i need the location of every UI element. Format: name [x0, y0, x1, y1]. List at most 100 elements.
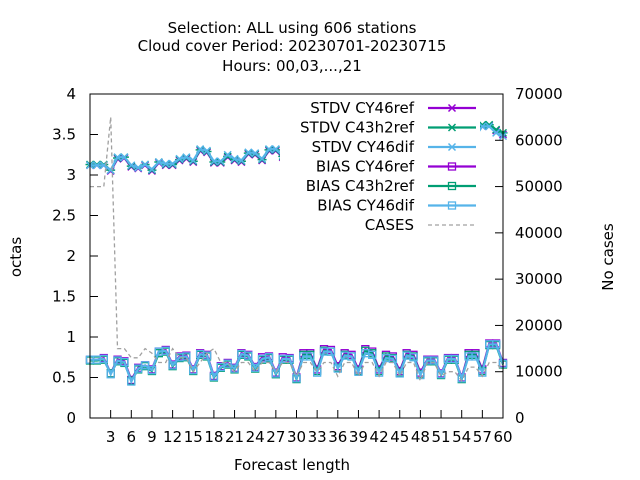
- chart-title-line: Selection: ALL using 606 stations: [168, 19, 417, 37]
- y2-tick-label: 60000: [515, 131, 563, 149]
- data-point: [209, 372, 219, 381]
- data-point: [485, 122, 494, 131]
- data-point: [306, 352, 315, 361]
- y-tick-label: 3: [66, 166, 76, 184]
- y-tick-label: 2.5: [52, 207, 76, 225]
- legend-marker: [447, 103, 457, 113]
- y-tick-label: 3.5: [52, 126, 76, 144]
- data-point: [478, 122, 487, 131]
- legend-box: [280, 96, 480, 232]
- x-tick-label: 39: [349, 428, 368, 446]
- data-point: [106, 370, 115, 379]
- y2-axis-label: No cases: [599, 223, 617, 291]
- x-tick-label: 48: [411, 428, 430, 446]
- series-line: [90, 343, 505, 385]
- x-tick-label: 18: [204, 428, 223, 446]
- legend-label: BIAS CY46ref: [316, 158, 415, 176]
- x-tick-label: 24: [246, 428, 265, 446]
- x-tick-label: 42: [370, 428, 389, 446]
- data-point: [99, 354, 108, 364]
- y-axis-label: octas: [7, 237, 25, 277]
- legend-label: STDV CY46dif: [312, 138, 415, 156]
- data-point: [230, 154, 239, 163]
- data-point: [347, 352, 356, 361]
- legend-label: STDV CY46ref: [310, 99, 415, 117]
- data-point: [92, 161, 101, 170]
- data-point: [196, 145, 205, 154]
- data-point: [430, 356, 439, 365]
- y2-tick-label: 40000: [515, 224, 563, 242]
- series-cases: [90, 117, 504, 383]
- x-tick-label: 12: [163, 428, 182, 446]
- data-point: [127, 377, 136, 386]
- data-point: [395, 369, 404, 378]
- y2-tick-label: 70000: [515, 85, 563, 103]
- y-tick-label: 1: [66, 328, 76, 346]
- data-point: [161, 346, 170, 355]
- data-point: [127, 161, 136, 170]
- x-tick-label: 9: [147, 428, 157, 446]
- data-point: [120, 153, 129, 162]
- axes: 0 0.5 1 1.5 2 2.5 3 3.5 4 0 10000 20000 30000 40000 50…: [52, 85, 563, 446]
- x-tick-label: 54: [452, 428, 471, 446]
- data-point: [312, 368, 322, 377]
- y2-tick-label: 30000: [515, 270, 563, 288]
- x-tick-label: 36: [328, 428, 347, 446]
- series-bias-cy46dif: [85, 340, 508, 386]
- data-point: [168, 159, 177, 168]
- data-point: [471, 352, 480, 361]
- data-point: [223, 150, 232, 159]
- x-tick-label: 6: [127, 428, 137, 446]
- data-point: [106, 166, 115, 175]
- data-point: [202, 146, 212, 155]
- y2-tick-label: 20000: [515, 316, 563, 334]
- data-point: [140, 361, 150, 370]
- data-point: [189, 366, 198, 375]
- data-point: [147, 165, 156, 174]
- data-point: [271, 145, 280, 154]
- data-point: [134, 163, 143, 172]
- data-point: [409, 353, 418, 362]
- chart-title-line: Hours: 00,03,...,21: [222, 57, 362, 75]
- chart-title: Selection: ALL using 606 stations Cloud …: [138, 19, 447, 75]
- data-point: [175, 154, 184, 163]
- legend-marker: [447, 142, 457, 152]
- y-tick-label: 1.5: [52, 288, 76, 306]
- data-point: [168, 361, 177, 370]
- x-tick-label: 15: [184, 428, 203, 446]
- data-point: [182, 352, 191, 361]
- y-tick-label: 2: [66, 247, 76, 265]
- x-tick-label: 57: [473, 428, 492, 446]
- data-point: [189, 156, 198, 165]
- legend-label: BIAS C43h2ref: [306, 177, 415, 195]
- data-point: [285, 354, 294, 364]
- y2-tick-label: 50000: [515, 178, 563, 196]
- y-tick-label: 0.5: [52, 369, 76, 387]
- legend-marker: [447, 162, 457, 171]
- data-point: [292, 374, 301, 383]
- data-point: [271, 369, 281, 378]
- data-point: [209, 157, 218, 166]
- y2-tick-label: 0: [515, 409, 525, 427]
- y-tick-label: 4: [66, 85, 76, 103]
- data-point: [264, 145, 273, 154]
- y-tick-label: 0: [66, 409, 76, 427]
- x-tick-label: 3: [106, 428, 116, 446]
- x-tick-label: 27: [266, 428, 285, 446]
- x-tick-label: 60: [493, 428, 512, 446]
- data-point: [264, 353, 274, 362]
- x-tick-label: 30: [287, 428, 306, 446]
- data-point: [182, 153, 191, 162]
- series-line: [90, 117, 504, 383]
- data-point: [450, 354, 459, 364]
- data-point: [154, 158, 163, 167]
- data-point: [141, 160, 150, 169]
- data-point: [161, 159, 170, 168]
- chart-title-line: Cloud cover Period: 20230701-20230715: [138, 37, 447, 55]
- legend-label: BIAS CY46dif: [317, 197, 414, 215]
- data-point: [491, 340, 501, 349]
- data-point: [244, 351, 253, 360]
- x-tick-label: 45: [390, 428, 409, 446]
